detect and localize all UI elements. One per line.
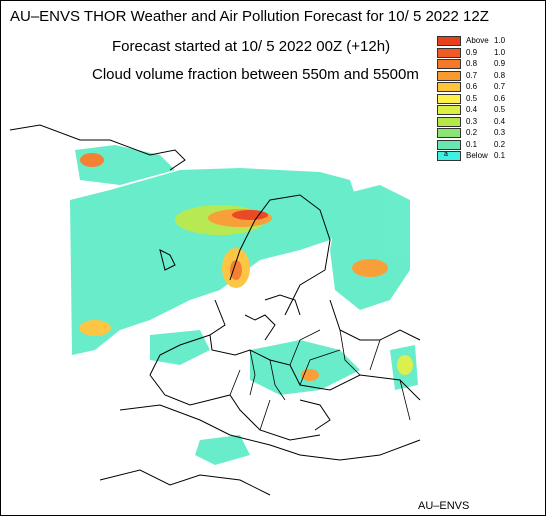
legend-swatch-mark: a (444, 151, 448, 158)
legend-high: 0.3 (494, 128, 506, 137)
legend-item: 0.3 0.4 (437, 116, 542, 129)
legend-low: Above (466, 36, 489, 45)
legend-high: 0.2 (494, 139, 506, 149)
legend-item: 0.1 0.2 (437, 139, 542, 152)
legend-low: Below (466, 151, 488, 160)
legend-low: 0.1 (466, 139, 478, 149)
legend-high: 1.0 (494, 47, 506, 57)
legend-swatch (437, 116, 461, 127)
cloud-area-atlantic (70, 168, 360, 355)
legend-low: 0.7 (466, 70, 478, 80)
legend-item: Above 1.0 (437, 36, 542, 48)
legend-item: 0.2 0.3 (437, 128, 542, 140)
field-description: Cloud volume fraction between 550m and 5… (92, 66, 419, 83)
legend-swatch (437, 105, 461, 115)
legend-high: 1.0 (494, 36, 506, 45)
legend-low: 0.2 (466, 128, 478, 137)
forecast-start-text: Forecast started at 10/ 5 2022 00Z (+12h… (112, 38, 391, 55)
country-borders (229, 329, 411, 431)
cloud-area-north-africa (195, 435, 250, 465)
europe-cloud-map (9, 124, 421, 496)
legend-low: 0.5 (466, 93, 478, 103)
legend-low: 0.6 (466, 82, 478, 91)
legend-high: 0.9 (494, 59, 506, 68)
legend-low: 0.3 (466, 116, 478, 126)
legend-item: 0.5 0.6 (437, 93, 542, 106)
legend-swatch (437, 82, 461, 92)
legend-high: 0.5 (494, 105, 506, 114)
legend-low: 0.8 (466, 59, 478, 68)
credit-label: AU–ENVS (418, 500, 470, 512)
legend-swatch (437, 47, 461, 58)
legend-swatch (437, 36, 461, 46)
legend-high: 0.7 (494, 82, 506, 91)
legend-item: 0.9 1.0 (437, 47, 542, 60)
color-legend: Above 1.0 0.9 1.0 0.8 0.9 0.7 0.8 0.6 0.7 0.5… (437, 36, 542, 163)
cloud-field (70, 145, 418, 465)
legend-low: 0.9 (466, 47, 478, 57)
legend-swatch (437, 59, 461, 69)
coastlines (9, 124, 421, 496)
cloud-area-balkans (250, 340, 360, 395)
legend-high: 0.4 (494, 116, 506, 126)
legend-item: 0.6 0.7 (437, 82, 542, 94)
map-title: AU–ENVS THOR Weather and Air Pollution F… (10, 8, 489, 25)
cloud-area-south-atlantic (150, 330, 210, 365)
legend-item: 0.4 0.5 (437, 105, 542, 117)
legend-item: 0.8 0.9 (437, 59, 542, 71)
legend-swatch (437, 93, 461, 104)
legend-swatch (437, 139, 461, 150)
legend-swatch: a (437, 151, 461, 161)
legend-swatch (437, 70, 461, 81)
legend-high: 0.6 (494, 93, 506, 103)
legend-high: 0.8 (494, 70, 506, 80)
legend-swatch (437, 128, 461, 138)
legend-low: 0.4 (466, 105, 478, 114)
cloud-area-russia (330, 185, 410, 310)
legend-item: a Below 0.1 (437, 151, 542, 163)
legend-high: 0.1 (494, 151, 506, 160)
legend-item: 0.7 0.8 (437, 70, 542, 83)
